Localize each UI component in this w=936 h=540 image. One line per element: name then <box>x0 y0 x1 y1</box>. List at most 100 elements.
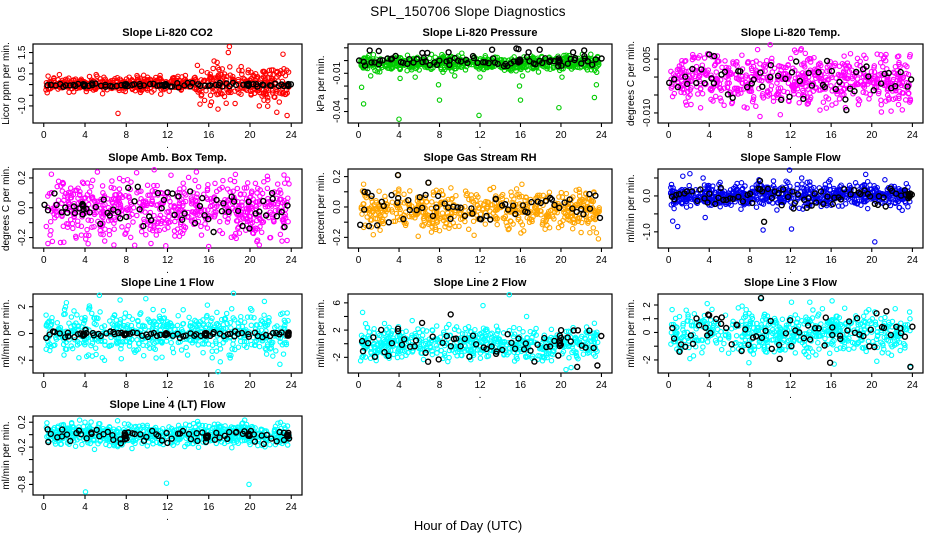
x-tick-label: 4 <box>396 380 402 391</box>
x-tick-label: 12 <box>162 255 174 266</box>
overlay-points <box>44 79 295 91</box>
x-tick-label: 20 <box>866 255 878 266</box>
y-tick-label: -0.2 <box>332 228 343 246</box>
plot-area: 0 4 8 12 16 20 24. 0.2 -0.2 -0.8 ml/min per min. <box>1 415 303 522</box>
y-tick-label: 0.5 <box>17 67 28 81</box>
panel-dot-label: . <box>479 140 482 150</box>
y-tick-label: -2 <box>17 355 28 364</box>
x-axis: 0 4 8 12 16 20 24 <box>666 123 918 141</box>
x-tick-label: 8 <box>123 130 129 141</box>
x-tick-label: 12 <box>162 502 174 513</box>
x-tick-label: 8 <box>747 130 753 141</box>
panel-slope-li-820-temp: Slope Li-820 Temp. 0 4 8 12 16 20 24. -0.010 0.00… <box>625 25 936 150</box>
x-tick-label: 0 <box>666 380 672 391</box>
x-tick-label: 20 <box>244 130 256 141</box>
x-tick-label: 12 <box>474 255 486 266</box>
panel-dot-label: . <box>789 140 792 150</box>
x-tick-label: 0 <box>41 502 47 513</box>
x-tick-label: 24 <box>596 130 608 141</box>
x-axis: 0 4 8 12 16 20 24 <box>666 248 918 266</box>
panel-dot-label: . <box>479 390 482 400</box>
y-tick-label: 1.5 <box>17 45 28 59</box>
x-tick-label: 0 <box>41 255 47 266</box>
panel-title: Slope Line 2 Flow <box>433 277 527 289</box>
x-tick-label: 24 <box>596 255 608 266</box>
x-tick-label: 12 <box>785 255 797 266</box>
y-axis: -0.2 0.0 0.2 <box>332 169 348 246</box>
x-axis: 0 4 8 12 16 20 24 <box>356 123 608 141</box>
y-tick-label: 2 <box>17 304 28 310</box>
y-axis: -1.0 0.5 1.5 <box>17 45 33 115</box>
y-tick-label: -0.2 <box>17 229 28 247</box>
x-axis: 0 4 8 12 16 20 24 <box>41 248 297 266</box>
overlay-points <box>43 326 292 342</box>
y-tick-label: 2 <box>332 327 343 333</box>
y-axis-title: Licor ppm per min. <box>1 42 12 125</box>
y-tick-label: -1.0 <box>17 97 28 115</box>
overlay-points <box>358 311 605 371</box>
plot-area: 0 4 8 12 16 20 24. -1.0 0.5 1.5 Licor ppm per min. <box>1 42 303 150</box>
panel-dot-label: . <box>166 390 169 400</box>
x-axis: 0 4 8 12 16 20 24 <box>356 373 608 391</box>
x-tick-label: 12 <box>785 380 797 391</box>
x-tick-label: 16 <box>826 380 838 391</box>
scatter-points <box>668 294 914 371</box>
panel-title: Slope Line 3 Flow <box>744 277 837 289</box>
y-axis: -2 2 6 <box>332 300 348 362</box>
y-axis: -0.010 0.005 <box>642 46 658 127</box>
panel-dot-label: . <box>166 265 169 275</box>
x-tick-label: 24 <box>286 130 298 141</box>
y-tick-label: 0.0 <box>17 200 28 214</box>
x-tick-label: 12 <box>162 130 174 141</box>
panel-dot-label: . <box>166 512 169 522</box>
x-tick-label: 20 <box>866 130 878 141</box>
x-tick-label: 8 <box>437 255 443 266</box>
plot-area: 0 4 8 12 16 20 24. -0.2 0.0 0.2 percent per min. <box>316 168 613 275</box>
y-tick-label: -1.0 <box>642 223 653 241</box>
y-axis: -2 0 1 2 <box>642 302 658 364</box>
x-tick-label: 8 <box>123 380 129 391</box>
y-tick-label: 0.2 <box>17 171 28 185</box>
panel-slope-line-4-lt-flow: Slope Line 4 (LT) Flow 0 4 8 12 16 20 24. 0.2 -0.… <box>0 397 315 522</box>
y-tick-label: -2 <box>642 355 653 364</box>
x-tick-label: 20 <box>244 380 256 391</box>
x-tick-label: 8 <box>747 380 753 391</box>
overlay-points <box>357 171 604 230</box>
x-tick-label: 4 <box>82 380 88 391</box>
x-tick-label: 0 <box>356 380 362 391</box>
y-tick-label: -0.010 <box>642 98 653 127</box>
overlay-points <box>666 51 915 114</box>
x-tick-label: 4 <box>82 255 88 266</box>
x-tick-label: 16 <box>515 380 527 391</box>
scatter-points <box>358 172 602 242</box>
y-tick-label: -0.04 <box>332 100 343 123</box>
y-axis-title: degrees C per min. <box>1 166 12 251</box>
overlay-points <box>355 45 605 70</box>
x-tick-label: 16 <box>203 380 215 391</box>
panel-title: Slope Line 1 Flow <box>121 277 214 289</box>
panel-slope-amb-box-temp: Slope Amb. Box Temp. 0 4 8 12 16 20 24. -0.2 0.0 0… <box>0 150 315 275</box>
x-tick-label: 8 <box>747 255 753 266</box>
x-tick-label: 20 <box>244 255 256 266</box>
y-tick-label: 0 <box>642 329 653 335</box>
y-axis: -2 0 2 <box>17 304 33 365</box>
x-tick-label: 0 <box>41 380 47 391</box>
x-tick-label: 4 <box>82 502 88 513</box>
panel-title: Slope Li-820 CO2 <box>122 27 213 39</box>
x-tick-label: 24 <box>286 380 298 391</box>
x-tick-label: 16 <box>203 130 215 141</box>
y-axis-title: ml/min per min. <box>316 299 327 367</box>
y-tick-label: -2 <box>332 352 343 361</box>
x-tick-label: 4 <box>706 255 712 266</box>
x-tick-label: 20 <box>866 380 878 391</box>
x-tick-label: 8 <box>437 380 443 391</box>
x-tick-label: 16 <box>826 255 838 266</box>
y-tick-label: -0.01 <box>332 61 343 84</box>
plot-area: 0 4 8 12 16 20 24. -2 0 2 ml/min per min. <box>1 290 303 400</box>
panel-title: Slope Li-820 Pressure <box>422 27 538 39</box>
x-tick-label: 24 <box>596 380 608 391</box>
x-tick-label: 20 <box>244 502 256 513</box>
panel-slope-gas-stream-rh: Slope Gas Stream RH 0 4 8 12 16 20 24. -0.2 0.0 0.… <box>315 150 625 275</box>
x-tick-label: 8 <box>123 502 129 513</box>
y-tick-label: -0.2 <box>17 438 28 456</box>
